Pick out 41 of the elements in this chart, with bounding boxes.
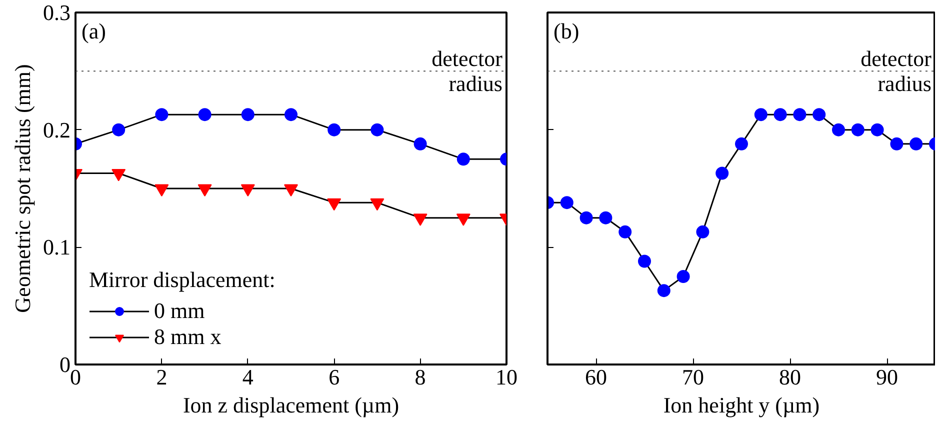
point [599,211,612,224]
point [812,108,826,122]
point [890,137,904,150]
point [832,123,845,136]
x-axis-title: Ion height y (µm) [663,392,820,418]
chart-title: (b) [554,18,580,44]
point [851,123,864,136]
point [774,108,787,122]
point [716,166,729,180]
ref-line-label: detector radius [860,46,932,96]
point [676,270,690,283]
point [657,284,670,298]
point [910,137,923,150]
x-tick-label: 8 [414,364,426,390]
y-axis-title: Geometric spot radius (mm) [10,64,35,313]
point [735,137,748,150]
x-tick-label: 80 [779,364,801,390]
point [696,225,710,238]
x-tick-label: 90 [876,364,898,390]
legend-title: Mirror displacement: [89,267,276,293]
ref-line-label: detector radius [432,46,504,96]
x-tick-label: 2 [156,364,168,390]
point [580,211,593,224]
point [638,254,651,268]
legend-label: 0 mm [154,298,205,324]
point [560,196,574,210]
y-tick-label: 0.3 [43,0,70,25]
chart-title: (a) [82,18,106,44]
x-tick-label: 4 [242,364,254,390]
x-tick-label: 6 [328,364,340,390]
y-tick-label: 0.2 [43,117,70,142]
legend-label: 8 mm x [154,324,222,350]
x-tick-label: 10 [496,364,518,390]
x-axis-title: Ion z displacement (µm) [182,392,400,418]
point [870,123,884,136]
point [793,108,806,122]
x-tick-label: 60 [585,364,607,390]
point [754,108,768,122]
point [618,225,632,238]
x-tick-label: 70 [682,364,704,390]
y-tick-label: 0.1 [43,234,70,260]
